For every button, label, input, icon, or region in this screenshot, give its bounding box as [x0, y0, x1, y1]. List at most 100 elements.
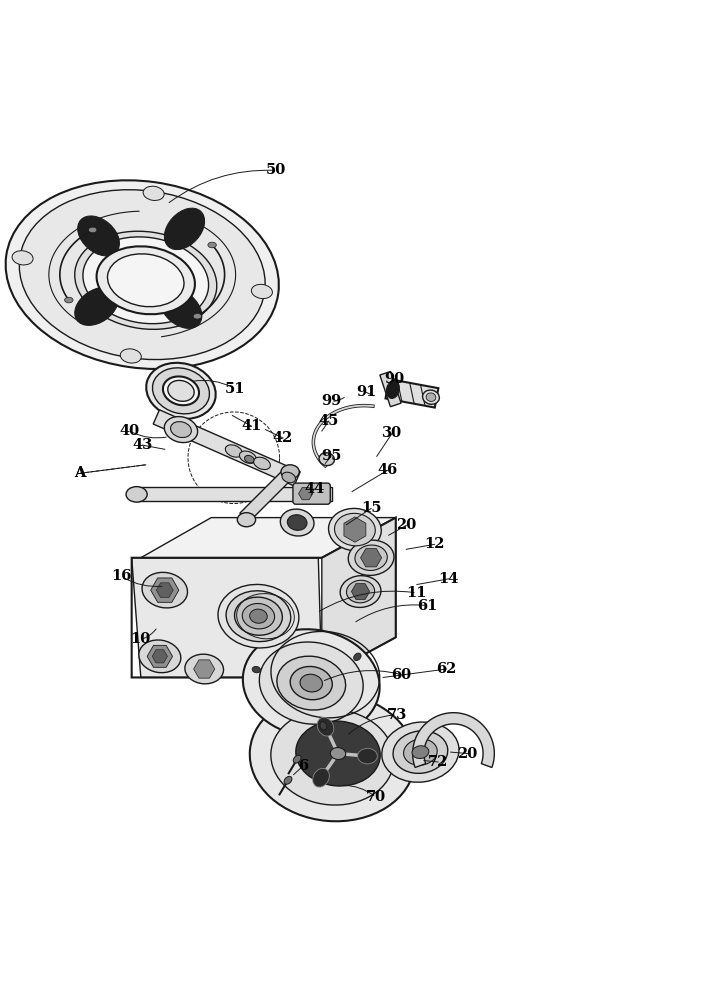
- Ellipse shape: [208, 242, 216, 248]
- Ellipse shape: [271, 709, 394, 805]
- Ellipse shape: [393, 731, 448, 773]
- Text: 95: 95: [321, 449, 341, 463]
- Ellipse shape: [312, 768, 329, 787]
- Ellipse shape: [382, 722, 459, 782]
- Ellipse shape: [120, 349, 141, 363]
- Ellipse shape: [143, 186, 164, 200]
- Ellipse shape: [193, 313, 201, 319]
- Ellipse shape: [412, 746, 429, 758]
- Ellipse shape: [163, 376, 199, 405]
- Ellipse shape: [75, 231, 217, 329]
- Text: 60: 60: [392, 668, 411, 682]
- Ellipse shape: [349, 540, 394, 575]
- Ellipse shape: [64, 297, 73, 303]
- Text: 41: 41: [241, 419, 262, 433]
- Ellipse shape: [164, 417, 198, 443]
- Text: 91: 91: [356, 385, 376, 399]
- Text: 62: 62: [436, 662, 457, 676]
- Ellipse shape: [6, 180, 279, 369]
- Ellipse shape: [78, 216, 119, 256]
- Text: 15: 15: [361, 501, 381, 515]
- Text: 90: 90: [385, 372, 404, 386]
- Ellipse shape: [293, 755, 301, 763]
- Ellipse shape: [317, 717, 334, 736]
- Polygon shape: [344, 517, 366, 542]
- Polygon shape: [361, 549, 382, 567]
- Ellipse shape: [320, 722, 327, 730]
- Ellipse shape: [19, 190, 265, 360]
- Ellipse shape: [281, 465, 299, 479]
- Polygon shape: [141, 518, 396, 558]
- Ellipse shape: [75, 287, 118, 325]
- Polygon shape: [380, 371, 401, 407]
- Ellipse shape: [218, 584, 299, 648]
- Ellipse shape: [355, 545, 387, 570]
- Ellipse shape: [12, 251, 33, 265]
- Ellipse shape: [319, 453, 334, 466]
- Ellipse shape: [296, 721, 380, 786]
- Polygon shape: [240, 467, 295, 522]
- Ellipse shape: [252, 284, 272, 299]
- Ellipse shape: [243, 603, 274, 629]
- Text: 20: 20: [396, 518, 416, 532]
- Ellipse shape: [238, 513, 256, 527]
- Polygon shape: [156, 583, 173, 597]
- Ellipse shape: [170, 422, 192, 438]
- Ellipse shape: [329, 508, 381, 551]
- Ellipse shape: [107, 254, 184, 307]
- Ellipse shape: [290, 666, 332, 700]
- Ellipse shape: [164, 208, 204, 250]
- Polygon shape: [151, 578, 179, 602]
- Ellipse shape: [126, 487, 147, 502]
- Text: 6: 6: [298, 759, 308, 773]
- Text: 12: 12: [424, 537, 445, 551]
- Ellipse shape: [282, 472, 296, 483]
- Ellipse shape: [250, 609, 267, 623]
- Polygon shape: [322, 518, 396, 677]
- Ellipse shape: [142, 572, 187, 608]
- Text: 11: 11: [407, 586, 427, 600]
- Ellipse shape: [426, 393, 436, 401]
- Text: A: A: [74, 466, 86, 480]
- Ellipse shape: [358, 748, 378, 764]
- Ellipse shape: [423, 390, 439, 404]
- Ellipse shape: [277, 656, 346, 710]
- Ellipse shape: [153, 368, 209, 414]
- Text: 14: 14: [438, 572, 459, 586]
- Text: A: A: [74, 466, 86, 480]
- Text: 46: 46: [377, 463, 397, 477]
- Polygon shape: [135, 487, 332, 501]
- Polygon shape: [132, 558, 322, 677]
- Ellipse shape: [160, 289, 202, 328]
- Ellipse shape: [330, 748, 346, 760]
- Polygon shape: [152, 650, 168, 663]
- Ellipse shape: [254, 457, 270, 470]
- Ellipse shape: [88, 227, 97, 233]
- Text: 42: 42: [273, 431, 293, 445]
- Text: 10: 10: [131, 632, 151, 646]
- Text: 73: 73: [387, 708, 407, 722]
- FancyBboxPatch shape: [293, 483, 330, 504]
- Ellipse shape: [354, 653, 361, 661]
- Text: 44: 44: [304, 482, 325, 496]
- Ellipse shape: [259, 642, 363, 724]
- Ellipse shape: [83, 237, 209, 324]
- Text: 45: 45: [319, 414, 339, 428]
- Polygon shape: [147, 645, 173, 667]
- Text: 72: 72: [428, 755, 448, 769]
- Polygon shape: [298, 488, 312, 500]
- Polygon shape: [153, 410, 300, 486]
- Ellipse shape: [250, 693, 415, 821]
- Ellipse shape: [346, 580, 375, 603]
- Ellipse shape: [168, 380, 194, 401]
- Ellipse shape: [387, 380, 399, 398]
- Text: 51: 51: [225, 382, 245, 396]
- Ellipse shape: [252, 666, 260, 673]
- Text: 70: 70: [366, 790, 386, 804]
- Text: 20: 20: [457, 747, 478, 761]
- Ellipse shape: [240, 451, 257, 463]
- Text: 50: 50: [266, 163, 286, 177]
- Text: 43: 43: [132, 438, 152, 452]
- Ellipse shape: [280, 509, 314, 536]
- Text: 40: 40: [119, 424, 139, 438]
